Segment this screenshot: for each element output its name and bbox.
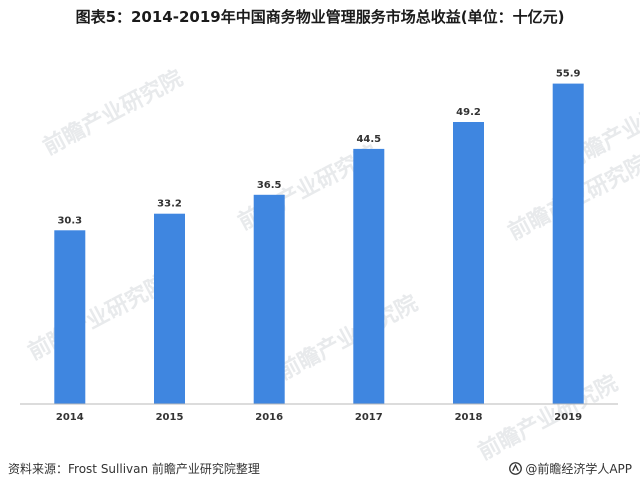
- bar-2015: [154, 213, 185, 404]
- bar-2019: [552, 83, 584, 404]
- data-label-2015: 33.2: [157, 199, 182, 210]
- data-label-2016: 36.5: [257, 180, 282, 191]
- data-label-2019: 55.9: [556, 69, 581, 80]
- source-note: 资料来源：Frost Sullivan 前瞻产业研究院整理: [8, 462, 260, 476]
- data-label-2014: 30.3: [57, 215, 82, 226]
- ticks-layer: 2014 2015 2016 2017 2018 2019: [56, 412, 582, 423]
- x-tick-label-2017: 2017: [355, 412, 383, 423]
- footer: 资料来源：Frost Sullivan 前瞻产业研究院整理 @前瞻经济学人APP: [8, 460, 632, 480]
- bar-2018: [453, 122, 484, 404]
- data-label-2017: 44.5: [356, 134, 381, 145]
- x-tick-label-2016: 2016: [255, 412, 283, 423]
- bar-2017: [353, 148, 385, 404]
- bars-layer: [54, 83, 584, 404]
- bar-2014: [54, 230, 86, 404]
- x-tick-label-2015: 2015: [156, 412, 184, 423]
- bar-2016: [253, 194, 285, 404]
- data-label-2018: 49.2: [456, 107, 481, 118]
- brand-text: @前瞻经济学人APP: [525, 462, 632, 476]
- chart-title: 图表5：2014-2019年中国商务物业管理服务市场总收益(单位：十亿元): [75, 8, 565, 26]
- brand-credit: @前瞻经济学人APP: [509, 460, 632, 477]
- labels-layer: 30.3 33.2 36.5 44.5 49.2 55.9: [57, 69, 580, 227]
- x-tick-label-2019: 2019: [554, 412, 582, 423]
- brand-logo-icon: [509, 462, 523, 475]
- x-tick-label-2018: 2018: [455, 412, 483, 423]
- x-tick-label-2014: 2014: [56, 412, 84, 423]
